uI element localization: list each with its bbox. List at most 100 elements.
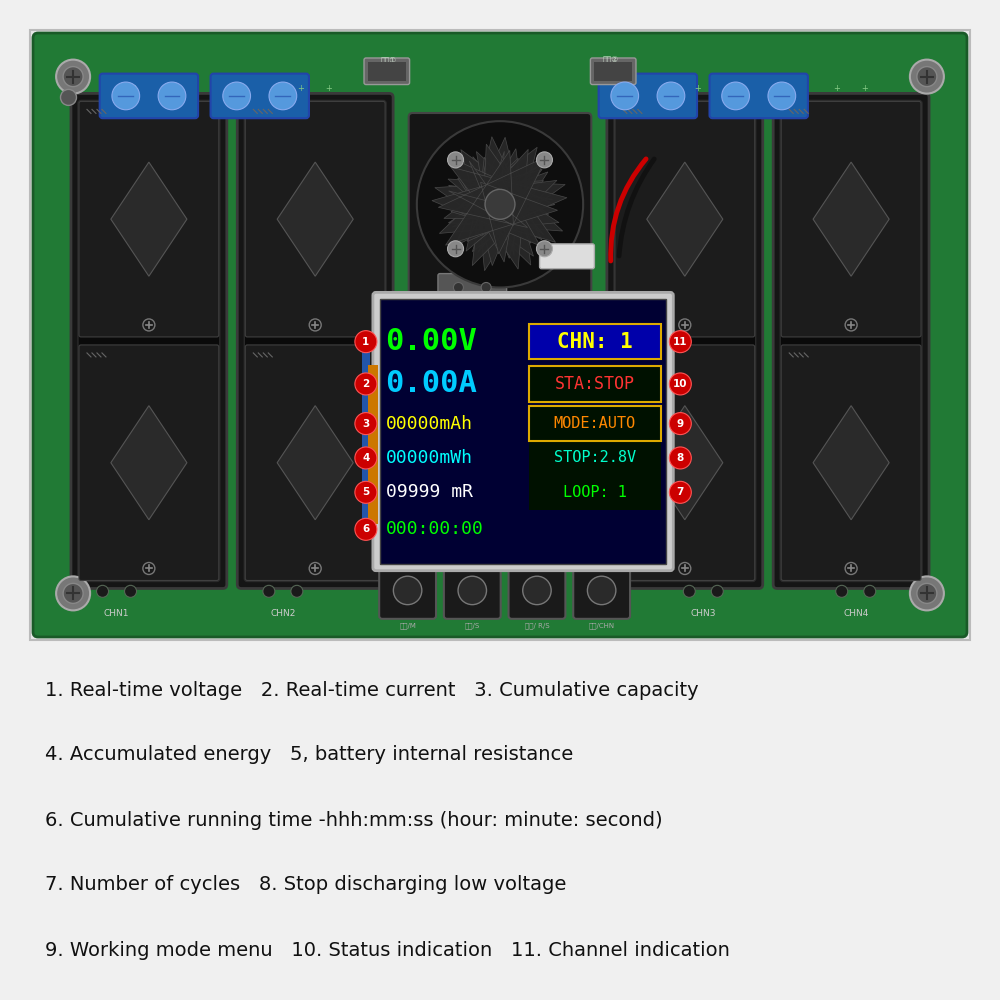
- Circle shape: [768, 82, 796, 110]
- FancyBboxPatch shape: [710, 74, 808, 118]
- Circle shape: [291, 585, 303, 597]
- FancyBboxPatch shape: [79, 345, 219, 580]
- Text: CHN2: CHN2: [270, 609, 296, 618]
- FancyBboxPatch shape: [773, 93, 929, 588]
- Circle shape: [393, 576, 422, 605]
- Text: 11: 11: [673, 337, 688, 347]
- Circle shape: [910, 60, 944, 94]
- Circle shape: [143, 319, 155, 331]
- Circle shape: [309, 562, 321, 574]
- Text: CHN3: CHN3: [691, 609, 716, 618]
- Text: +        +: + +: [834, 84, 868, 93]
- Circle shape: [223, 82, 251, 110]
- Circle shape: [523, 576, 551, 605]
- Text: 7: 7: [677, 487, 684, 497]
- Circle shape: [669, 331, 691, 353]
- Polygon shape: [438, 150, 558, 254]
- FancyArrowPatch shape: [619, 159, 654, 256]
- Circle shape: [417, 121, 583, 287]
- Text: 1: 1: [362, 337, 370, 347]
- Text: +        +: + +: [667, 84, 702, 93]
- Circle shape: [481, 282, 491, 292]
- Polygon shape: [435, 152, 563, 256]
- Text: CHN4: CHN4: [843, 609, 868, 618]
- FancyBboxPatch shape: [540, 244, 594, 269]
- Circle shape: [587, 576, 616, 605]
- Text: 6. Cumulative running time -hhh:mm:ss (hour: minute: second): 6. Cumulative running time -hhh:mm:ss (h…: [45, 810, 663, 830]
- Circle shape: [669, 373, 691, 395]
- Circle shape: [711, 585, 723, 597]
- FancyBboxPatch shape: [100, 74, 198, 118]
- Polygon shape: [813, 406, 889, 520]
- Text: STA:STOP: STA:STOP: [555, 375, 635, 393]
- Polygon shape: [111, 162, 187, 276]
- Circle shape: [669, 481, 691, 503]
- Circle shape: [669, 413, 691, 435]
- FancyBboxPatch shape: [380, 299, 666, 564]
- Circle shape: [309, 319, 321, 331]
- Circle shape: [355, 447, 377, 469]
- Circle shape: [845, 562, 857, 574]
- Bar: [529, 474, 661, 510]
- Circle shape: [143, 562, 155, 574]
- FancyBboxPatch shape: [245, 345, 385, 580]
- Text: STOP:2.8V: STOP:2.8V: [554, 450, 636, 465]
- Circle shape: [355, 331, 377, 353]
- FancyBboxPatch shape: [79, 101, 219, 337]
- Polygon shape: [813, 162, 889, 276]
- Text: 3: 3: [362, 419, 370, 429]
- Circle shape: [845, 319, 857, 331]
- FancyBboxPatch shape: [71, 93, 227, 588]
- Text: 通道/CHN: 通道/CHN: [589, 622, 615, 629]
- Text: 00000mWh: 00000mWh: [386, 449, 473, 467]
- FancyBboxPatch shape: [237, 93, 393, 588]
- Text: 000:00:00: 000:00:00: [386, 520, 483, 538]
- Circle shape: [125, 585, 137, 597]
- FancyBboxPatch shape: [614, 100, 756, 581]
- Bar: [529, 324, 661, 359]
- Circle shape: [355, 518, 377, 540]
- Text: 0.00V: 0.00V: [386, 327, 477, 356]
- Circle shape: [536, 152, 552, 168]
- Circle shape: [836, 585, 848, 597]
- FancyBboxPatch shape: [379, 562, 436, 619]
- Text: 5: 5: [362, 487, 370, 497]
- FancyBboxPatch shape: [590, 58, 636, 85]
- FancyBboxPatch shape: [780, 100, 922, 581]
- Text: 9. Working mode menu   10. Status indication   11. Channel indication: 9. Working mode menu 10. Status indicati…: [45, 940, 730, 960]
- Text: 0.00A: 0.00A: [386, 369, 477, 398]
- Circle shape: [448, 241, 464, 257]
- Text: CHN1: CHN1: [104, 609, 129, 618]
- Text: MODE:AUTO: MODE:AUTO: [554, 416, 636, 431]
- FancyBboxPatch shape: [781, 101, 921, 337]
- Bar: [368, 365, 378, 524]
- Polygon shape: [449, 149, 549, 266]
- Text: 调整/S: 调整/S: [465, 622, 480, 629]
- Polygon shape: [277, 406, 353, 520]
- Circle shape: [679, 319, 691, 331]
- Text: 8: 8: [677, 453, 684, 463]
- Bar: [529, 440, 661, 476]
- FancyBboxPatch shape: [245, 101, 385, 337]
- FancyBboxPatch shape: [607, 93, 763, 588]
- Text: 7. Number of cycles   8. Stop discharging low voltage: 7. Number of cycles 8. Stop discharging …: [45, 876, 566, 894]
- Circle shape: [458, 576, 487, 605]
- Circle shape: [864, 585, 876, 597]
- FancyBboxPatch shape: [409, 113, 591, 296]
- Text: 启动/ R/S: 启动/ R/S: [525, 622, 549, 629]
- Circle shape: [917, 583, 937, 603]
- FancyBboxPatch shape: [781, 345, 921, 580]
- Circle shape: [97, 585, 109, 597]
- FancyArrowPatch shape: [611, 159, 646, 261]
- FancyBboxPatch shape: [615, 345, 755, 580]
- Polygon shape: [432, 161, 567, 246]
- Text: 供电①
DC5V: 供电① DC5V: [378, 55, 400, 74]
- FancyBboxPatch shape: [364, 58, 410, 85]
- Text: LOOP: 1: LOOP: 1: [563, 485, 627, 500]
- FancyBboxPatch shape: [509, 562, 565, 619]
- FancyBboxPatch shape: [33, 33, 967, 637]
- FancyBboxPatch shape: [244, 100, 386, 581]
- Text: +        +: + +: [132, 84, 166, 93]
- Bar: [594, 62, 632, 81]
- Text: 菜单/M: 菜单/M: [399, 622, 416, 629]
